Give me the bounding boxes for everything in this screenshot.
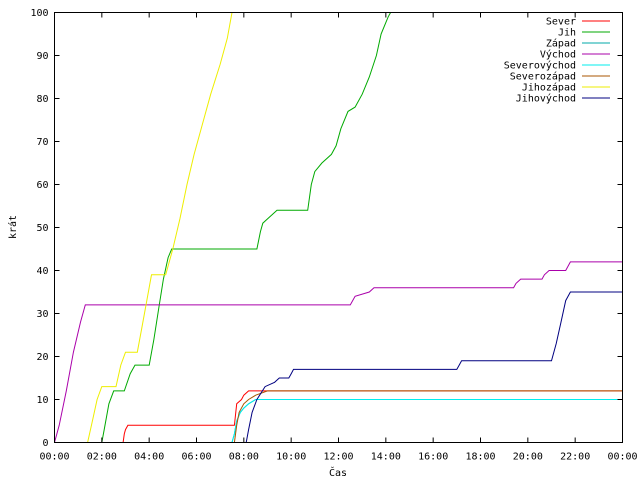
x-tick-label: 10:00 bbox=[276, 452, 306, 463]
y-tick-label: 80 bbox=[36, 94, 48, 105]
y-tick-label: 20 bbox=[36, 352, 48, 363]
legend: SeverJihZápadVýchodSeverovýchodSeverozáp… bbox=[504, 17, 610, 105]
series-line-7 bbox=[87, 12, 233, 443]
x-axis-title: Čas bbox=[329, 466, 347, 479]
y-tick-label: 0 bbox=[42, 438, 48, 449]
x-tick-label: 08:00 bbox=[229, 452, 259, 463]
x-tick-label: 22:00 bbox=[560, 452, 590, 463]
y-tick-label: 60 bbox=[36, 180, 48, 191]
x-tick-label: 00:00 bbox=[607, 452, 637, 463]
series-line-1 bbox=[122, 390, 623, 443]
x-tick-label: 06:00 bbox=[181, 452, 211, 463]
y-tick-label: 10 bbox=[36, 395, 48, 406]
legend-label: Jih bbox=[558, 28, 576, 39]
legend-label: Sever bbox=[546, 17, 576, 28]
x-tick-label: 02:00 bbox=[87, 452, 117, 463]
y-tick-label: 30 bbox=[36, 309, 48, 320]
y-tick-label: 40 bbox=[36, 266, 48, 277]
legend-label: Jihovýchod bbox=[516, 93, 576, 105]
x-tick-label: 00:00 bbox=[39, 452, 69, 463]
y-tick-label: 90 bbox=[36, 51, 48, 62]
series-line-8 bbox=[245, 291, 623, 443]
series-layer bbox=[54, 12, 623, 443]
series-line-2 bbox=[101, 12, 392, 443]
series-line-5 bbox=[231, 399, 623, 443]
x-tick-label: 18:00 bbox=[465, 452, 495, 463]
series-line-6 bbox=[233, 390, 623, 443]
x-tick-label: 20:00 bbox=[513, 452, 543, 463]
x-tick-label: 14:00 bbox=[371, 452, 401, 463]
legend-label: Západ bbox=[546, 38, 576, 50]
y-tick-label: 100 bbox=[30, 8, 48, 19]
y-tick-label: 70 bbox=[36, 137, 48, 148]
y-axis-title: krát bbox=[7, 215, 19, 239]
x-tick-label: 16:00 bbox=[418, 452, 448, 463]
legend-label: Severozápad bbox=[510, 71, 576, 83]
series-line-4 bbox=[54, 261, 623, 443]
legend-label: Východ bbox=[540, 49, 576, 61]
legend-label: Jihozápad bbox=[522, 82, 576, 94]
y-tick-label: 50 bbox=[36, 223, 48, 234]
legend-label: Severovýchod bbox=[504, 60, 576, 72]
x-tick-label: 04:00 bbox=[134, 452, 164, 463]
x-tick-label: 12:00 bbox=[323, 452, 353, 463]
ticks-layer: 0 10 20 30 40 50 60 70 80 90 100 00:00 02:00 04:00 06:… bbox=[30, 8, 637, 463]
